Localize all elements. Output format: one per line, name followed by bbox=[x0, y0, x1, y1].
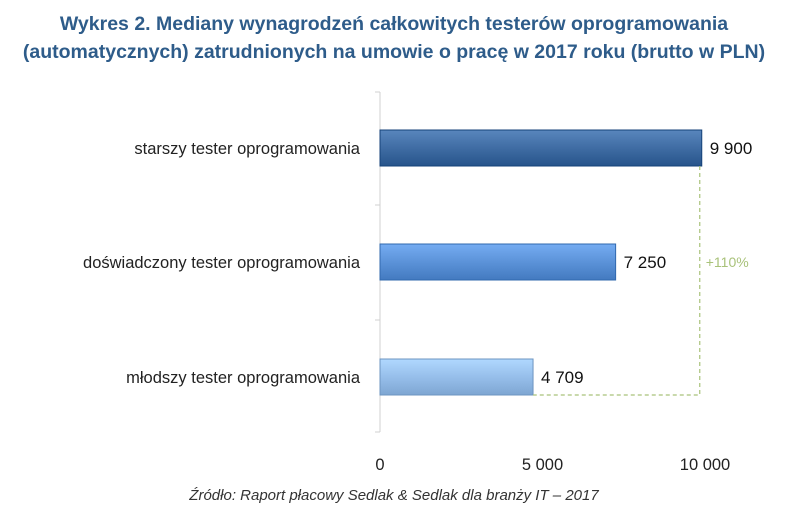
category-label: starszy tester oprogramowania bbox=[134, 140, 360, 158]
bar bbox=[379, 129, 703, 167]
chart-source: Źródło: Raport płacowy Sedlak & Sedlak d… bbox=[189, 487, 599, 504]
category-label: doświadczony tester oprogramowania bbox=[83, 254, 361, 272]
chart-title: Wykres 2. Mediany wynagrodzeń całkowityc… bbox=[0, 10, 788, 66]
bar bbox=[379, 243, 617, 281]
bar-value-label: 4 709 bbox=[541, 368, 584, 387]
bar-value-label: 7 250 bbox=[624, 253, 667, 272]
growth-annotation-label: +110% bbox=[706, 254, 749, 270]
chart-title-line-1: Wykres 2. Mediany wynagrodzeń całkowityc… bbox=[59, 13, 729, 35]
x-tick-label: 5 000 bbox=[522, 456, 563, 474]
bar-value-label: 9 900 bbox=[710, 139, 753, 158]
x-tick-label: 10 000 bbox=[680, 456, 730, 474]
x-tick-label: 0 bbox=[375, 456, 384, 474]
chart-title-line-2: (automatycznych) zatrudnionych na umowie… bbox=[22, 41, 766, 63]
bar bbox=[379, 358, 534, 396]
plot-area: 9 900 starszy tester oprogramowania 7 250 d… bbox=[83, 91, 753, 474]
category-label: młodszy tester oprogramowania bbox=[126, 369, 361, 387]
